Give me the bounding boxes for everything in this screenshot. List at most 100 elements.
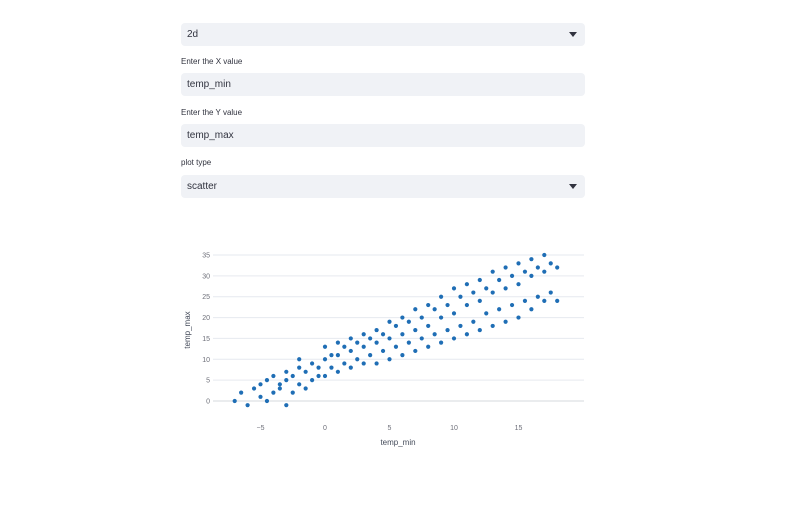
data-point <box>419 336 424 341</box>
data-point <box>432 307 437 312</box>
data-point <box>477 277 482 283</box>
y-tick-label: 30 <box>202 273 210 280</box>
data-point <box>348 348 353 354</box>
data-point <box>439 315 444 320</box>
data-point <box>484 311 489 316</box>
data-point <box>335 340 340 345</box>
x-value-input-text: temp_min <box>187 79 231 90</box>
x-tick-label: 0 <box>323 425 327 432</box>
y-input-label: Enter the Y value <box>181 108 243 117</box>
data-point <box>458 323 463 329</box>
chevron-down-icon <box>569 184 577 189</box>
data-point <box>464 282 469 287</box>
data-point <box>387 357 392 362</box>
data-point <box>329 365 334 370</box>
data-point <box>290 390 295 395</box>
data-point <box>277 382 282 387</box>
data-point <box>355 340 360 345</box>
data-point <box>413 307 418 312</box>
data-point <box>271 390 276 395</box>
data-point <box>264 378 270 383</box>
data-point <box>542 269 547 274</box>
data-point <box>374 361 379 366</box>
y-tick-label: 5 <box>206 378 210 385</box>
data-point <box>509 273 515 278</box>
data-point <box>322 373 328 379</box>
data-point <box>497 307 502 312</box>
data-point <box>297 382 302 387</box>
dimension-select[interactable]: 2d <box>181 23 585 46</box>
data-point <box>400 332 405 337</box>
data-point <box>258 382 263 387</box>
data-point <box>464 332 469 337</box>
data-point <box>232 398 237 404</box>
data-point <box>516 261 521 266</box>
data-point <box>477 327 482 333</box>
data-point <box>297 357 302 362</box>
data-point <box>451 311 457 316</box>
data-point <box>419 315 424 320</box>
x-tick-label: 5 <box>388 425 392 432</box>
data-point <box>503 265 508 270</box>
plot-type-select-value: scatter <box>187 181 218 192</box>
data-point <box>400 353 405 358</box>
data-point <box>439 340 444 345</box>
data-point <box>335 353 340 358</box>
data-point <box>284 403 289 408</box>
plot-type-label: plot type <box>181 158 212 167</box>
data-point <box>548 261 553 266</box>
x-tick-label: 15 <box>515 425 523 432</box>
data-point <box>535 294 540 299</box>
data-point <box>522 269 528 274</box>
data-point <box>264 398 270 404</box>
data-point <box>387 336 392 341</box>
data-point <box>516 282 521 287</box>
data-point <box>368 336 373 341</box>
data-point <box>529 307 534 312</box>
y-tick-label: 35 <box>202 253 210 260</box>
data-point <box>413 327 418 333</box>
data-point <box>555 298 560 303</box>
data-point <box>284 369 289 374</box>
data-point <box>271 373 276 379</box>
data-point <box>426 323 431 329</box>
data-point <box>529 273 534 278</box>
data-point <box>509 302 515 308</box>
x-input-label: Enter the X value <box>181 57 243 66</box>
data-point <box>368 353 373 358</box>
data-point <box>529 257 534 262</box>
data-point <box>277 386 282 391</box>
data-point <box>322 357 328 362</box>
data-point <box>361 344 366 349</box>
data-point <box>348 336 353 341</box>
data-point <box>310 361 315 366</box>
data-point <box>355 357 360 362</box>
x-tick-label: −5 <box>257 425 265 432</box>
y-value-input-text: temp_max <box>187 130 234 141</box>
y-tick-label: 15 <box>202 336 210 343</box>
data-point <box>374 327 379 333</box>
dimension-select-value: 2d <box>187 29 199 40</box>
data-point <box>245 403 250 408</box>
data-point <box>380 332 386 337</box>
y-axis-title: temp_max <box>183 311 192 348</box>
data-point <box>406 340 411 345</box>
data-point <box>251 386 257 391</box>
data-point <box>322 344 328 349</box>
data-point <box>542 298 547 303</box>
data-point <box>297 365 302 370</box>
data-point <box>497 277 502 283</box>
data-point <box>284 378 289 383</box>
data-point <box>348 365 353 370</box>
y-value-input[interactable]: temp_max <box>181 124 585 147</box>
x-value-input[interactable]: temp_min <box>181 73 585 96</box>
data-point <box>516 315 521 320</box>
y-tick-label: 0 <box>206 399 210 406</box>
data-point <box>342 361 347 366</box>
data-point <box>393 344 399 349</box>
data-point <box>374 340 379 345</box>
data-point <box>342 344 347 349</box>
plot-type-select[interactable]: scatter <box>181 175 585 198</box>
data-point <box>361 332 366 337</box>
